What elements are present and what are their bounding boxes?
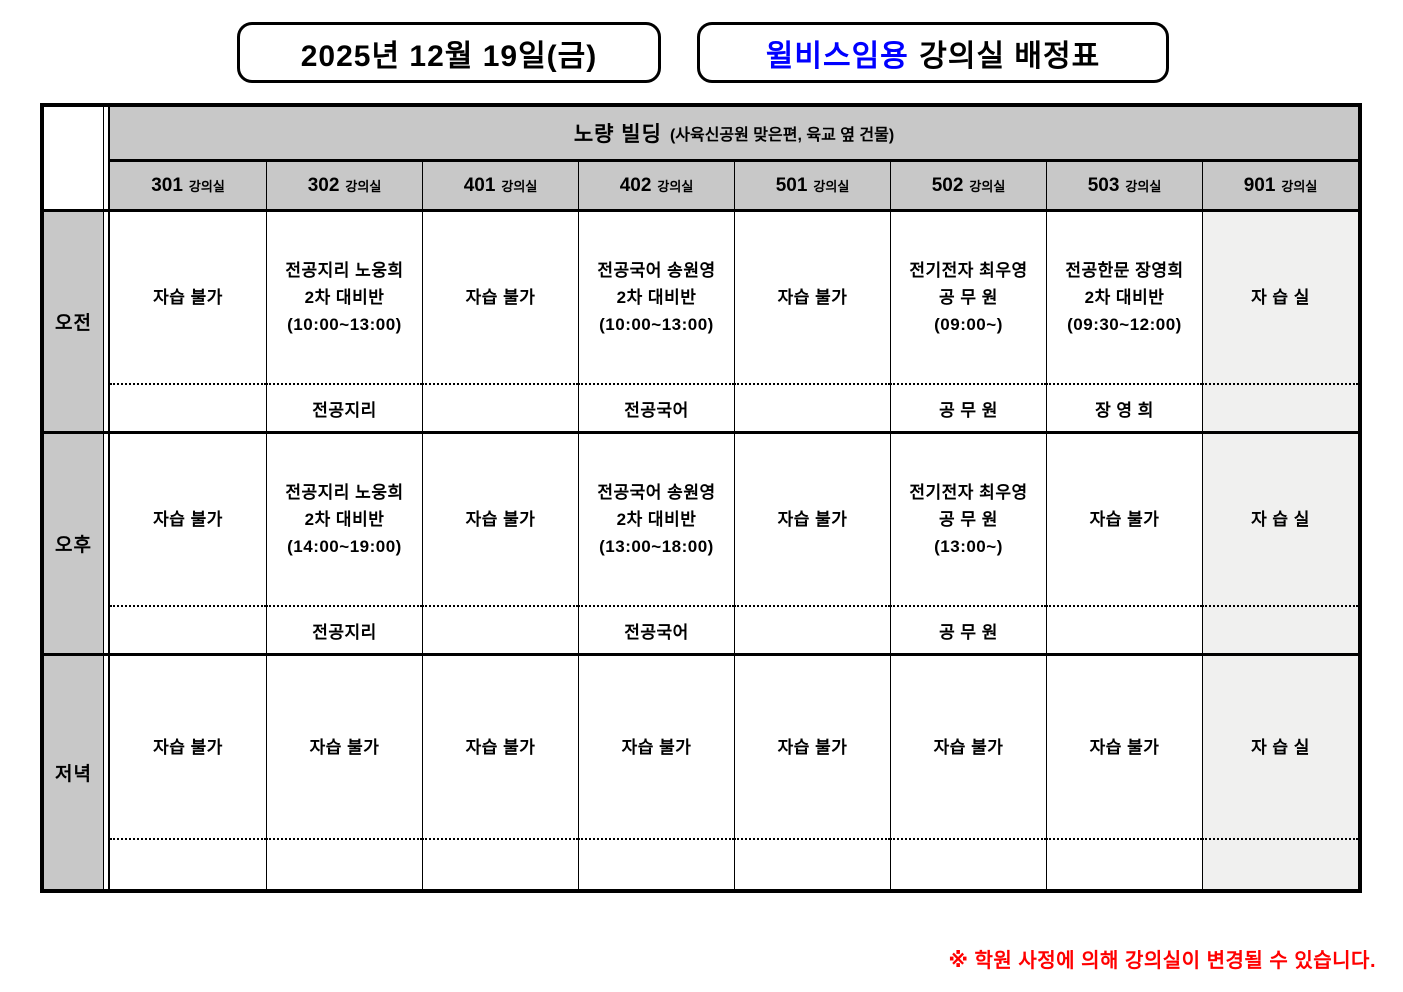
cell-morning-401-sub bbox=[422, 385, 578, 434]
room-suffix: 강의실 bbox=[1281, 179, 1318, 194]
cell-evening-302-sub bbox=[266, 840, 422, 889]
room-suffix: 강의실 bbox=[501, 179, 538, 194]
cell-evening-501-main: 자습 불가 bbox=[734, 656, 890, 840]
room-number: 301 bbox=[151, 174, 183, 196]
cell-morning-501-main: 자습 불가 bbox=[734, 212, 890, 385]
room-suffix: 강의실 bbox=[188, 179, 225, 194]
date-title: 2025년 12월 19일(금) bbox=[300, 39, 598, 73]
cell-evening-502-sub bbox=[890, 840, 1046, 889]
cell-afternoon-401-main: 자습 불가 bbox=[422, 434, 578, 607]
cell-evening-502-main: 자습 불가 bbox=[890, 656, 1046, 840]
cell-morning-502-sub: 공 무 원 bbox=[890, 385, 1046, 434]
room-number: 302 bbox=[307, 174, 340, 196]
cell-morning-503-main: 전공한문 장영희 2차 대비반 (09:30~12:00) bbox=[1046, 212, 1202, 385]
cell-morning-501-sub bbox=[734, 385, 890, 434]
room-header-402: 402 강의실 bbox=[578, 162, 734, 212]
row-label-afternoon: 오후 bbox=[44, 434, 104, 656]
brand-name: 윌비스임용 bbox=[765, 39, 909, 73]
cell-afternoon-502-sub: 공 무 원 bbox=[890, 607, 1046, 656]
cell-morning-302-sub: 전공지리 bbox=[266, 385, 422, 434]
gap-column-morning bbox=[104, 212, 110, 434]
cell-afternoon-502-main: 전기전자 최우영 공 무 원 (13:00~) bbox=[890, 434, 1046, 607]
cell-evening-302-main: 자습 불가 bbox=[266, 656, 422, 840]
room-header-502: 502 강의실 bbox=[890, 162, 1046, 212]
cell-afternoon-503-sub bbox=[1046, 607, 1202, 656]
room-header-901: 901 강의실 bbox=[1202, 162, 1358, 212]
time-label: 오전 bbox=[55, 313, 92, 334]
cell-morning-402-sub: 전공국어 bbox=[578, 385, 734, 434]
building-name: 노량 빌딩 bbox=[573, 123, 662, 146]
cell-afternoon-901-main: 자 습 실 bbox=[1202, 434, 1358, 607]
cell-evening-301-main: 자습 불가 bbox=[110, 656, 266, 840]
cell-evening-503-main: 자습 불가 bbox=[1046, 656, 1202, 840]
room-suffix: 강의실 bbox=[1125, 179, 1162, 194]
room-number: 501 bbox=[775, 174, 808, 196]
cell-evening-501-sub bbox=[734, 840, 890, 889]
room-number: 502 bbox=[931, 174, 964, 196]
building-note: (사육신공원 맞은편, 육교 옆 건물) bbox=[669, 127, 895, 144]
cell-afternoon-501-main: 자습 불가 bbox=[734, 434, 890, 607]
change-notice: ※ 학원 사정에 의해 강의실이 변경될 수 있습니다. bbox=[948, 950, 1376, 972]
row-label-evening: 저녁 bbox=[44, 656, 104, 889]
cell-afternoon-503-main: 자습 불가 bbox=[1046, 434, 1202, 607]
cell-afternoon-401-sub bbox=[422, 607, 578, 656]
room-number: 402 bbox=[619, 174, 652, 196]
cell-evening-401-main: 자습 불가 bbox=[422, 656, 578, 840]
row-label-morning: 오전 bbox=[44, 212, 104, 434]
room-header-401: 401 강의실 bbox=[422, 162, 578, 212]
cell-morning-503-sub: 장 영 희 bbox=[1046, 385, 1202, 434]
cell-evening-402-sub bbox=[578, 840, 734, 889]
cell-evening-401-sub bbox=[422, 840, 578, 889]
building-header: 노량 빌딩 (사육신공원 맞은편, 육교 옆 건물) bbox=[110, 107, 1358, 162]
cell-afternoon-402-main: 전공국어 송원영 2차 대비반 (13:00~18:00) bbox=[578, 434, 734, 607]
gap-column-evening bbox=[104, 656, 110, 889]
cell-afternoon-301-sub bbox=[110, 607, 266, 656]
cell-afternoon-301-main: 자습 불가 bbox=[110, 434, 266, 607]
cell-morning-901-main: 자 습 실 bbox=[1202, 212, 1358, 385]
cell-morning-301-sub bbox=[110, 385, 266, 434]
date-title-box: 2025년 12월 19일(금) bbox=[237, 22, 661, 83]
cell-afternoon-901-sub bbox=[1202, 607, 1358, 656]
main-title: 강의실 배정표 bbox=[919, 39, 1101, 73]
room-number: 401 bbox=[463, 174, 496, 196]
time-label: 저녁 bbox=[55, 764, 92, 785]
room-suffix: 강의실 bbox=[657, 179, 694, 194]
room-header-302: 302 강의실 bbox=[266, 162, 422, 212]
cell-evening-301-sub bbox=[110, 840, 266, 889]
cell-morning-402-main: 전공국어 송원영 2차 대비반 (10:00~13:00) bbox=[578, 212, 734, 385]
room-suffix: 강의실 bbox=[813, 179, 850, 194]
room-header-301: 301 강의실 bbox=[110, 162, 266, 212]
cell-morning-301-main: 자습 불가 bbox=[110, 212, 266, 385]
room-header-501: 501 강의실 bbox=[734, 162, 890, 212]
corner-cell bbox=[44, 107, 104, 212]
room-suffix: 강의실 bbox=[969, 179, 1006, 194]
cell-evening-901-sub bbox=[1202, 840, 1358, 889]
cell-evening-503-sub bbox=[1046, 840, 1202, 889]
gap-column-header bbox=[104, 107, 110, 212]
room-number: 503 bbox=[1087, 174, 1120, 196]
cell-evening-901-main: 자 습 실 bbox=[1202, 656, 1358, 840]
schedule-table: 노량 빌딩 (사육신공원 맞은편, 육교 옆 건물) 301 강의실 302 강… bbox=[40, 103, 1362, 893]
cell-morning-901-sub bbox=[1202, 385, 1358, 434]
cell-afternoon-402-sub: 전공국어 bbox=[578, 607, 734, 656]
gap-column-afternoon bbox=[104, 434, 110, 656]
cell-morning-302-main: 전공지리 노웅희 2차 대비반 (10:00~13:00) bbox=[266, 212, 422, 385]
cell-morning-401-main: 자습 불가 bbox=[422, 212, 578, 385]
main-title-box: 윌비스임용 강의실 배정표 bbox=[697, 22, 1169, 83]
cell-morning-502-main: 전기전자 최우영 공 무 원 (09:00~) bbox=[890, 212, 1046, 385]
room-header-503: 503 강의실 bbox=[1046, 162, 1202, 212]
room-number: 901 bbox=[1243, 174, 1276, 196]
time-label: 오후 bbox=[55, 535, 92, 556]
cell-afternoon-501-sub bbox=[734, 607, 890, 656]
cell-evening-402-main: 자습 불가 bbox=[578, 656, 734, 840]
cell-afternoon-302-sub: 전공지리 bbox=[266, 607, 422, 656]
cell-afternoon-302-main: 전공지리 노웅희 2차 대비반 (14:00~19:00) bbox=[266, 434, 422, 607]
room-suffix: 강의실 bbox=[345, 179, 382, 194]
